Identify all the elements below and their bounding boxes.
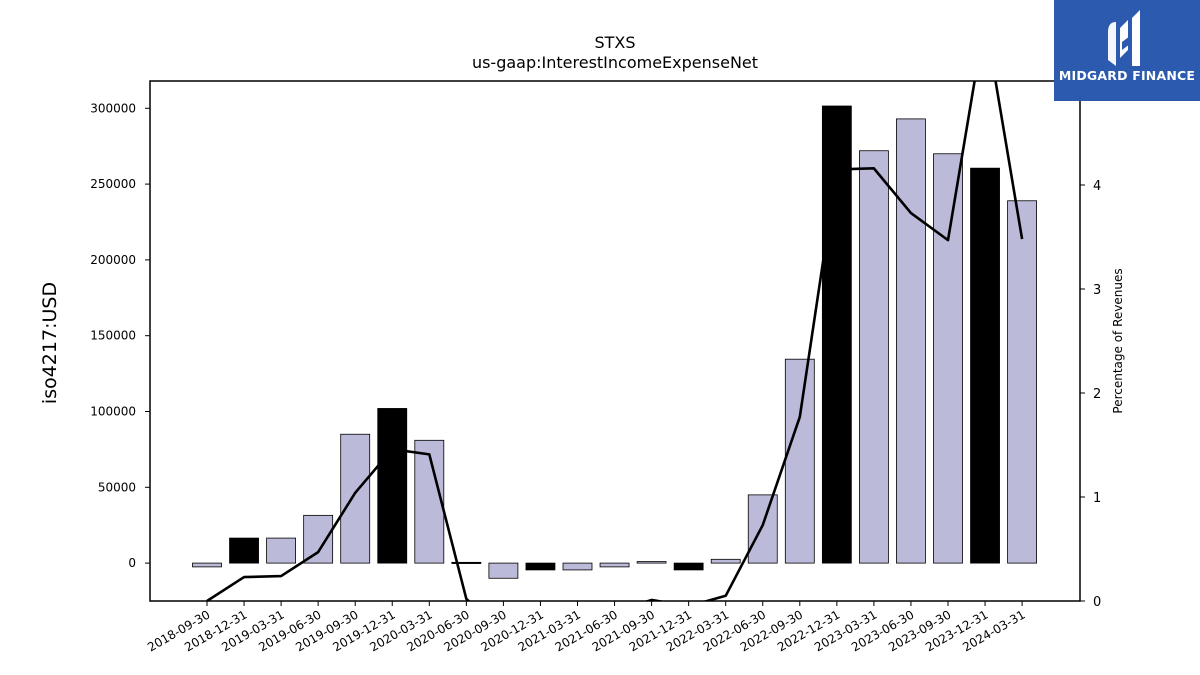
bar-series: [192, 105, 1037, 579]
bar-2018-09-30: [192, 562, 222, 568]
y-tick-label: 300000: [90, 101, 136, 115]
percentage-line: [206, 81, 1024, 601]
bar-2023-09-30: [933, 153, 963, 564]
x-axis-ticks: 2018-09-302018-12-312019-03-312019-06-30…: [145, 601, 1028, 654]
midgard-finance-logo: MIDGARD FINANCE: [1054, 0, 1200, 101]
bar-2020-03-31: [414, 439, 445, 564]
chart-subtitle: us-gaap:InterestIncomeExpenseNet: [472, 53, 758, 72]
bar-2022-12-31: [821, 105, 852, 564]
bar-2021-09-30: [636, 561, 667, 564]
bar-2020-09-30: [488, 562, 519, 579]
y2-tick-label: 2: [1093, 387, 1101, 402]
y-tick-label: 100000: [90, 404, 136, 418]
bar-2019-12-31: [377, 408, 408, 564]
y-tick-label: 150000: [90, 329, 136, 343]
bar-2021-12-31: [673, 562, 704, 571]
bar-2019-03-31: [266, 537, 297, 564]
y-axis-label: iso4217:USD: [39, 282, 61, 404]
bar-2019-06-30: [303, 514, 334, 564]
bar-2023-03-31: [859, 150, 889, 564]
bar-2024-03-31: [1007, 200, 1037, 564]
bar-2021-03-31: [562, 562, 593, 571]
logo-text: MIDGARD FINANCE: [1058, 68, 1196, 83]
chart-title: STXS: [594, 33, 635, 52]
y-tick-label: 200000: [90, 253, 136, 267]
bar-2021-06-30: [599, 562, 630, 568]
y2-axis-label: Percentage of Revenues: [1111, 268, 1125, 413]
bar-2022-09-30: [784, 358, 815, 564]
bar-2020-06-30: [451, 561, 482, 564]
line-series: [206, 81, 1024, 601]
bar-2020-12-31: [525, 562, 556, 571]
y-axis-ticks: 0 50000 100000 150000 200000 250000 300000: [90, 101, 150, 570]
y2-tick-label: 3: [1093, 283, 1101, 298]
y2-tick-label: 4: [1093, 179, 1101, 194]
bar-2022-03-31: [710, 558, 741, 564]
y-tick-label: 50000: [98, 480, 136, 494]
bar-2018-12-31: [229, 537, 259, 564]
y2-tick-label: 0: [1093, 595, 1101, 610]
y2-axis-ticks: 0 1 2 3 4: [1080, 179, 1101, 610]
midgard-logo-icon: [1108, 10, 1140, 66]
bar-2023-06-30: [896, 118, 926, 564]
y-tick-label: 250000: [90, 177, 136, 191]
y2-tick-label: 1: [1093, 491, 1101, 506]
bar-2022-06-30: [747, 494, 778, 564]
bar-2023-12-31: [970, 167, 1000, 564]
y-tick-label: 0: [128, 556, 136, 570]
bar-2019-09-30: [340, 433, 371, 564]
